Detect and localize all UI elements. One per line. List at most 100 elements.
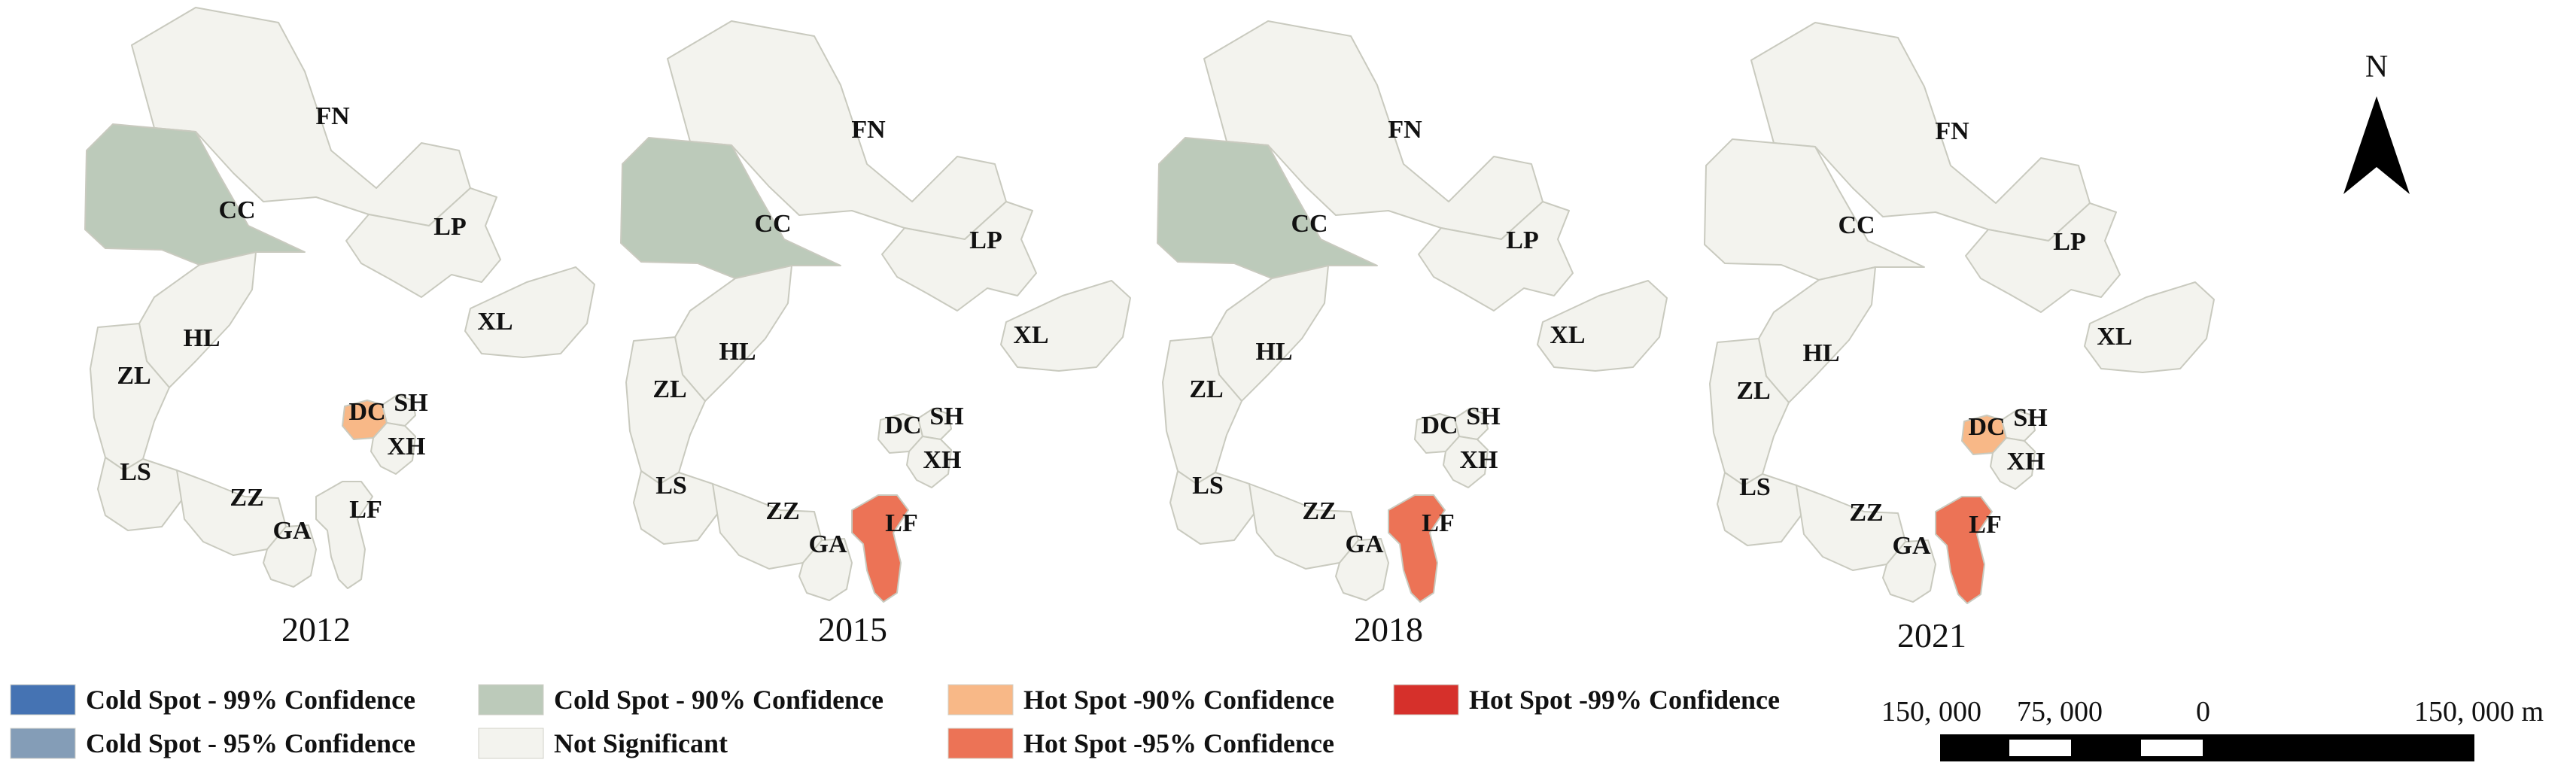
region-label-ls: LS xyxy=(120,458,151,486)
legend-label-hot90: Hot Spot -90% Confidence xyxy=(1023,685,1334,715)
region-label-sh: SH xyxy=(394,389,427,417)
region-label-fn: FN xyxy=(1388,116,1422,144)
region-xh xyxy=(370,422,416,475)
region-zz xyxy=(1796,485,1906,571)
legend-swatch-cold95 xyxy=(10,728,76,759)
region-label-xl: XL xyxy=(1550,321,1585,349)
region-label-lp: LP xyxy=(1506,226,1538,254)
legend-label-cold95: Cold Spot - 95% Confidence xyxy=(86,728,415,758)
region-lp xyxy=(881,201,1037,311)
legend-swatch-hot95 xyxy=(947,728,1014,759)
region-ga xyxy=(798,538,853,601)
scale-bar-segment-2 xyxy=(2141,740,2203,756)
region-xl xyxy=(1000,280,1131,372)
region-label-ga: GA xyxy=(1893,532,1931,560)
legend-label-hot99: Hot Spot -99% Confidence xyxy=(1469,685,1780,715)
region-label-dc: DC xyxy=(1421,412,1458,439)
region-label-fn: FN xyxy=(315,102,350,130)
region-label-lp: LP xyxy=(433,213,466,241)
legend-label-hot95: Hot Spot -95% Confidence xyxy=(1023,728,1334,758)
scale-label-150000-right: 150, 000 m xyxy=(2414,696,2544,728)
legend-swatch-cold99 xyxy=(10,684,76,716)
region-xh xyxy=(906,436,952,488)
region-label-xh: XH xyxy=(923,446,962,474)
north-arrow-icon xyxy=(2343,96,2410,194)
region-ga xyxy=(1882,539,1936,603)
region-zz xyxy=(712,483,823,570)
region-label-lf: LF xyxy=(349,496,382,524)
region-lp xyxy=(1418,201,1574,311)
region-xl xyxy=(464,266,595,358)
legend-item-hot95: Hot Spot -95% Confidence xyxy=(947,728,1334,759)
region-label-cc: CC xyxy=(1838,211,1875,239)
north-arrow: N xyxy=(2343,50,2410,194)
region-ls xyxy=(97,457,185,531)
region-label-fn: FN xyxy=(1935,117,1969,145)
region-label-dc: DC xyxy=(348,398,385,426)
region-label-lf: LF xyxy=(1422,509,1454,537)
region-ga xyxy=(1335,538,1389,601)
region-label-zl: ZL xyxy=(117,362,151,390)
region-label-xl: XL xyxy=(1013,321,1048,349)
region-xl xyxy=(2084,281,2215,373)
region-ls xyxy=(633,470,721,545)
region-label-dc: DC xyxy=(884,412,921,439)
region-lf xyxy=(1935,496,1993,604)
scale-label-150000-left: 150, 000 xyxy=(1881,696,1981,728)
region-xh xyxy=(1443,436,1489,488)
region-hl xyxy=(1211,265,1329,402)
map-panel-2015: FN CC LP XL HL ZL LS ZZ GA LF DC SH XH xyxy=(620,20,1131,603)
region-label-sh: SH xyxy=(929,403,963,430)
scale-label-75000: 75, 000 xyxy=(2017,696,2103,728)
region-label-ls: LS xyxy=(1739,473,1771,501)
region-label-lf: LF xyxy=(1969,511,2001,539)
scale-label-0: 0 xyxy=(2196,696,2210,728)
year-label-2012: 2012 xyxy=(281,610,351,649)
region-label-zl: ZL xyxy=(1736,377,1770,405)
region-lp xyxy=(345,187,501,298)
year-label-2021: 2021 xyxy=(1897,616,1966,655)
region-label-lp: LP xyxy=(2053,228,2085,256)
region-label-fn: FN xyxy=(851,116,886,144)
region-lf xyxy=(851,494,909,603)
region-label-xl: XL xyxy=(2097,323,2132,351)
region-ls xyxy=(1169,470,1258,545)
region-ga xyxy=(263,524,317,588)
region-label-hl: HL xyxy=(1802,339,1839,367)
region-label-cc: CC xyxy=(1291,210,1328,238)
region-hl xyxy=(138,251,257,388)
region-label-zl: ZL xyxy=(1189,375,1223,403)
region-lf xyxy=(315,481,373,589)
region-hl xyxy=(1758,266,1876,403)
region-label-lf: LF xyxy=(885,509,917,537)
legend-item-cold95: Cold Spot - 95% Confidence xyxy=(10,728,415,759)
region-label-ga: GA xyxy=(1346,530,1384,558)
region-xl xyxy=(1537,280,1668,372)
region-label-xh: XH xyxy=(2007,448,2045,476)
region-xh xyxy=(1990,437,2036,490)
region-label-zz: ZZ xyxy=(1849,499,1883,527)
year-label-2015: 2015 xyxy=(818,610,887,649)
region-label-xh: XH xyxy=(388,433,426,460)
region-label-hl: HL xyxy=(719,338,756,366)
region-label-zz: ZZ xyxy=(1302,497,1336,525)
region-label-cc: CC xyxy=(218,196,255,224)
legend-swatch-cold90 xyxy=(478,684,544,716)
legend-label-cold99: Cold Spot - 99% Confidence xyxy=(86,685,415,715)
region-label-sh: SH xyxy=(1466,403,1500,430)
region-label-ga: GA xyxy=(273,517,312,545)
scale-bar: 150, 000 75, 000 0 150, 000 m xyxy=(1881,696,2544,761)
legend-item-hot90: Hot Spot -90% Confidence xyxy=(947,684,1334,716)
year-label-2018: 2018 xyxy=(1354,610,1423,649)
region-label-cc: CC xyxy=(754,210,791,238)
region-zz xyxy=(176,469,287,556)
legend: Cold Spot - 99% Confidence Cold Spot - 95… xyxy=(10,684,1780,759)
region-label-hl: HL xyxy=(1255,338,1292,366)
region-label-zz: ZZ xyxy=(765,497,799,525)
region-label-dc: DC xyxy=(1968,413,2005,441)
region-label-ls: LS xyxy=(1192,472,1224,500)
map-panel-2018: FN CC LP XL HL ZL LS ZZ GA LF DC SH XH xyxy=(1157,20,1668,603)
region-label-zz: ZZ xyxy=(230,484,263,512)
scale-bar-segment-1 xyxy=(2009,740,2071,756)
